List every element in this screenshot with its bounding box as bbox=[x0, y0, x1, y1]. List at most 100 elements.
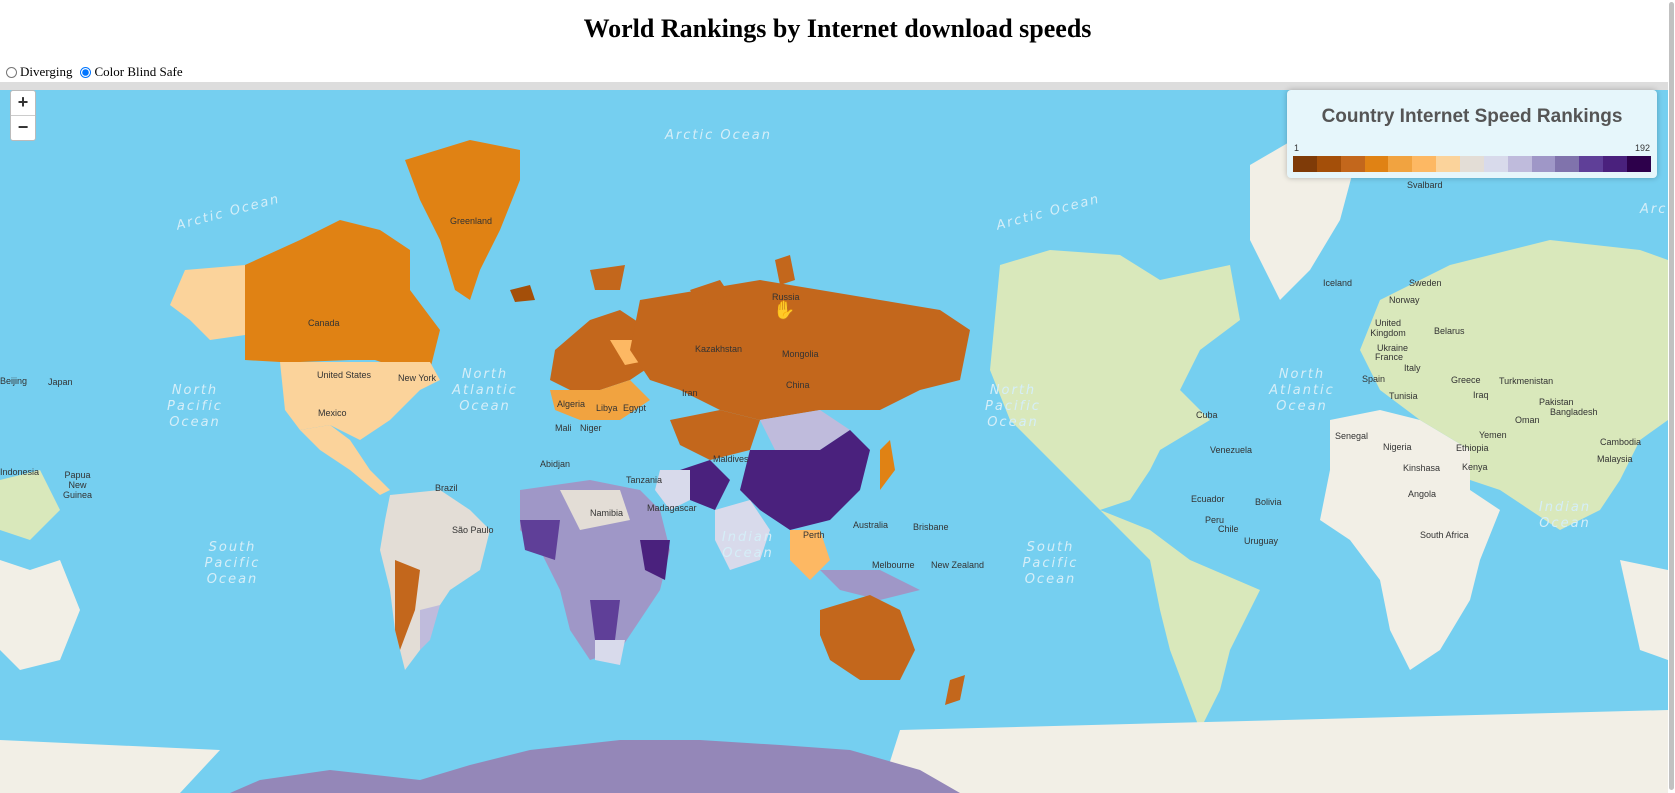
place-label: Oman bbox=[1515, 415, 1540, 425]
place-label: Algeria bbox=[557, 399, 586, 409]
legend-swatch bbox=[1627, 156, 1651, 172]
legend-swatch bbox=[1364, 156, 1389, 172]
place-label: Greece bbox=[1451, 375, 1481, 385]
place-label: Angola bbox=[1408, 489, 1437, 499]
place-label: Russia bbox=[772, 292, 800, 302]
place-label: Canada bbox=[308, 318, 340, 328]
ocean-label: North Atlantic Ocean bbox=[452, 367, 518, 414]
place-label: Spain bbox=[1362, 374, 1386, 384]
zoom-out-button[interactable]: − bbox=[11, 115, 35, 140]
place-label: Kazakhstan bbox=[695, 344, 743, 354]
place-label: Kenya bbox=[1462, 462, 1488, 472]
place-label: Yemen bbox=[1479, 430, 1507, 440]
legend-swatch bbox=[1436, 156, 1461, 172]
place-label: Japan bbox=[48, 377, 73, 387]
basemap-repeat bbox=[0, 130, 1668, 793]
ocean-label: North Pacific Ocean bbox=[985, 383, 1041, 430]
legend-min-label: 1 bbox=[1294, 143, 1300, 153]
place-label: Ukraine bbox=[1377, 343, 1409, 353]
place-label: China bbox=[786, 380, 810, 390]
place-label: Maldives bbox=[713, 454, 749, 464]
map-legend: Country Internet Speed Rankings 1 192 bbox=[1287, 90, 1657, 178]
place-label: Italy bbox=[1404, 363, 1421, 373]
place-label: United States bbox=[317, 370, 372, 380]
place-label: Kinshasa bbox=[1403, 463, 1441, 473]
legend-swatch bbox=[1340, 156, 1365, 172]
place-label: Cuba bbox=[1196, 410, 1218, 420]
place-label: Norway bbox=[1389, 295, 1420, 305]
place-label: Brisbane bbox=[913, 522, 949, 532]
place-label: New Zealand bbox=[931, 560, 985, 570]
place-label: Niger bbox=[580, 423, 602, 433]
legend-swatch bbox=[1388, 156, 1413, 172]
legend-color-scale bbox=[1293, 156, 1651, 172]
legend-swatch bbox=[1412, 156, 1437, 172]
place-label: Libya bbox=[596, 403, 618, 413]
place-label: Abidjan bbox=[540, 459, 571, 469]
place-label: Indonesia bbox=[0, 467, 40, 477]
place-label: Cambodia bbox=[1600, 437, 1642, 447]
place-label: Melbourne bbox=[872, 560, 915, 570]
zoom-in-button[interactable]: + bbox=[17, 92, 29, 112]
choropleth-countries bbox=[170, 140, 970, 793]
place-label: Brazil bbox=[435, 483, 458, 493]
place-label: Senegal bbox=[1335, 431, 1369, 441]
map-base-layer bbox=[0, 130, 1668, 793]
place-label: Perth bbox=[803, 530, 825, 540]
scrollbar-thumb[interactable] bbox=[1669, 2, 1674, 790]
place-label: Namibia bbox=[590, 508, 624, 518]
place-label: Sweden bbox=[1409, 278, 1442, 288]
place-label: South Africa bbox=[1420, 530, 1469, 540]
zoom-control: + − bbox=[10, 90, 36, 141]
ocean-label: North Atlantic Ocean bbox=[1269, 367, 1335, 414]
place-label: Belarus bbox=[1434, 326, 1465, 336]
legend-swatch bbox=[1507, 156, 1532, 172]
diverging-radio[interactable] bbox=[6, 66, 17, 78]
color-blind-safe-label: Color Blind Safe bbox=[94, 64, 183, 79]
place-label: Pakistan bbox=[1539, 397, 1574, 407]
place-label: Mexico bbox=[318, 408, 347, 418]
place-label: Mongolia bbox=[782, 349, 819, 359]
ocean-label: South Pacific Ocean bbox=[204, 540, 261, 587]
place-label: Venezuela bbox=[1210, 445, 1253, 455]
hand-cursor-icon: ✋ bbox=[773, 300, 796, 320]
ocean-label: North Pacific Ocean bbox=[167, 383, 223, 430]
ocean-label: Indian Ocean bbox=[1538, 500, 1592, 531]
legend-swatch bbox=[1531, 156, 1556, 172]
map-top-border bbox=[0, 82, 1675, 90]
place-label: Greenland bbox=[450, 216, 493, 226]
place-label: Bolivia bbox=[1255, 497, 1282, 507]
place-label: Uruguay bbox=[1244, 536, 1279, 546]
place-label: Mali bbox=[555, 423, 572, 433]
legend-swatch bbox=[1579, 156, 1604, 172]
color-blind-safe-option[interactable]: Color Blind Safe bbox=[78, 64, 183, 80]
vertical-scrollbar[interactable] bbox=[1668, 0, 1675, 793]
place-label: Svalbard bbox=[1407, 180, 1443, 190]
legend-swatch bbox=[1460, 156, 1484, 172]
color-blind-safe-radio[interactable] bbox=[80, 66, 92, 78]
place-label: France bbox=[1375, 352, 1404, 362]
place-label: Turkmenistan bbox=[1499, 376, 1554, 386]
place-label: New York bbox=[398, 373, 437, 383]
place-label: Chile bbox=[1218, 524, 1239, 534]
place-label: São Paulo bbox=[452, 525, 494, 535]
diverging-option[interactable]: Diverging bbox=[4, 64, 72, 80]
place-label: Australia bbox=[853, 520, 889, 530]
place-label: Iran bbox=[682, 388, 698, 398]
place-label: Tunisia bbox=[1389, 391, 1418, 401]
legend-swatch bbox=[1293, 156, 1317, 172]
legend-swatch bbox=[1483, 156, 1508, 172]
ocean-label: Arctic Ocean bbox=[1640, 202, 1668, 217]
legend-swatch bbox=[1603, 156, 1628, 172]
color-mode-selector: Diverging Color Blind Safe bbox=[4, 64, 189, 80]
place-label: Bangladesh bbox=[1550, 407, 1598, 417]
world-map[interactable]: Arctic Ocean Arctic Ocean Arctic Ocean A… bbox=[0, 90, 1668, 793]
place-label: Iceland bbox=[1323, 278, 1353, 288]
place-label: Madagascar bbox=[647, 503, 697, 513]
ocean-label: South Pacific Ocean bbox=[1022, 540, 1079, 587]
ocean-label: Indian Ocean bbox=[721, 530, 775, 561]
place-label: Ecuador bbox=[1191, 494, 1225, 504]
legend-swatch bbox=[1316, 156, 1341, 172]
place-label: Peru bbox=[1205, 515, 1225, 525]
page-header: World Rankings by Internet download spee… bbox=[0, 0, 1675, 82]
